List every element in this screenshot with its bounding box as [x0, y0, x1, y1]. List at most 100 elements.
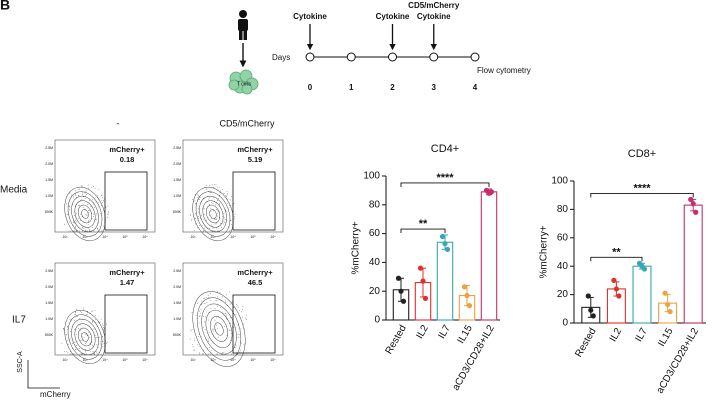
event-dot	[211, 184, 213, 186]
event-dot	[104, 327, 105, 329]
event-dot	[101, 194, 103, 196]
event-dot	[93, 230, 95, 232]
y-tick-label: 2.5M	[45, 146, 53, 150]
event-dot	[217, 198, 219, 199]
event-dot	[95, 318, 96, 320]
event-dot	[91, 198, 93, 200]
event-dot	[216, 222, 218, 224]
event-dot	[100, 347, 102, 349]
event-dot	[219, 203, 220, 205]
event-dot	[209, 228, 210, 229]
event-dot	[242, 309, 243, 310]
event-dot	[189, 329, 191, 331]
event-dot	[221, 189, 223, 190]
event-dot	[209, 204, 210, 205]
event-dot	[80, 340, 82, 341]
event-dot	[79, 324, 81, 326]
event-dot	[210, 350, 212, 352]
event-dot	[83, 192, 85, 194]
event-dot	[244, 328, 246, 330]
event-dot	[88, 220, 90, 222]
event-dot	[200, 213, 202, 215]
event-dot	[217, 215, 219, 217]
event-dot	[198, 353, 200, 355]
event-dot	[196, 303, 198, 304]
event-dot	[226, 193, 228, 195]
event-dot	[211, 224, 213, 226]
event-dot	[209, 197, 211, 198]
event-dot	[241, 342, 243, 344]
y-tick-label: 60	[369, 228, 381, 239]
event-dot	[63, 328, 65, 330]
event-dot	[98, 202, 99, 204]
event-dot	[75, 195, 77, 196]
significance-bracket	[590, 193, 694, 198]
x-tick-label: Rested	[573, 326, 598, 359]
event-dot	[231, 301, 233, 302]
event-dot	[234, 216, 236, 217]
event-dot	[198, 218, 199, 220]
day-node	[305, 52, 315, 62]
event-dot	[213, 218, 215, 220]
event-dot	[226, 191, 228, 192]
event-dot	[215, 328, 216, 330]
event-dot	[65, 334, 67, 336]
contour	[77, 204, 93, 224]
event-dot	[198, 322, 200, 324]
gate-value: 0.18	[120, 155, 135, 164]
event-dot	[90, 350, 91, 352]
event-dot	[231, 223, 233, 225]
event-dot	[209, 185, 211, 187]
y-tick-label: 2.0M	[173, 162, 181, 166]
y-tick-label: 40	[369, 257, 381, 268]
contour	[81, 332, 89, 342]
contour	[64, 309, 106, 365]
gate-label: mCherry+	[237, 268, 273, 277]
plot-frame	[54, 139, 156, 233]
data-point	[590, 313, 596, 319]
event-dot	[79, 204, 80, 206]
x-tick-label: 10⁴	[230, 235, 236, 239]
readout-label: Flow cytometry	[477, 66, 531, 75]
event-dot	[74, 353, 76, 355]
event-dot	[102, 340, 104, 342]
y-tick-label: 1.0M	[173, 317, 181, 321]
event-dot	[85, 314, 87, 315]
event-dot	[75, 230, 77, 232]
event-dot	[199, 199, 200, 200]
event-dot	[69, 319, 71, 321]
event-dot	[199, 225, 201, 226]
event-dot	[81, 185, 83, 187]
x-tick-label: 10²	[62, 358, 68, 362]
event-dot	[73, 320, 75, 321]
x-tick-label: 10⁵	[250, 358, 256, 362]
event-dot	[237, 324, 239, 326]
event-dot	[82, 194, 83, 196]
significance-label: ****	[436, 172, 454, 184]
x-tick-label: 10⁵	[250, 235, 256, 239]
event-dot	[221, 226, 222, 228]
event-dot	[69, 192, 71, 194]
data-point	[616, 293, 622, 299]
event-dot	[194, 340, 195, 341]
event-dot	[201, 336, 203, 337]
y-tick-label: 500K	[45, 210, 54, 214]
chart-title: CD8+	[628, 148, 656, 160]
event-dot	[87, 310, 88, 312]
event-dot	[66, 214, 68, 215]
event-dot	[96, 344, 97, 346]
event-dot	[216, 300, 218, 301]
event-dot	[90, 186, 92, 188]
event-label: Cytokine	[417, 12, 451, 21]
event-dot	[89, 336, 91, 338]
event-dot	[222, 296, 223, 298]
event-dot	[234, 218, 236, 220]
event-dot	[205, 316, 206, 318]
event-dot	[199, 346, 201, 347]
event-dot	[81, 336, 83, 338]
event-dot	[229, 330, 231, 332]
cell-cluster	[228, 69, 259, 95]
event-dot	[99, 320, 101, 322]
y-tick-label: 2.0M	[173, 285, 181, 289]
event-dot	[231, 205, 233, 207]
